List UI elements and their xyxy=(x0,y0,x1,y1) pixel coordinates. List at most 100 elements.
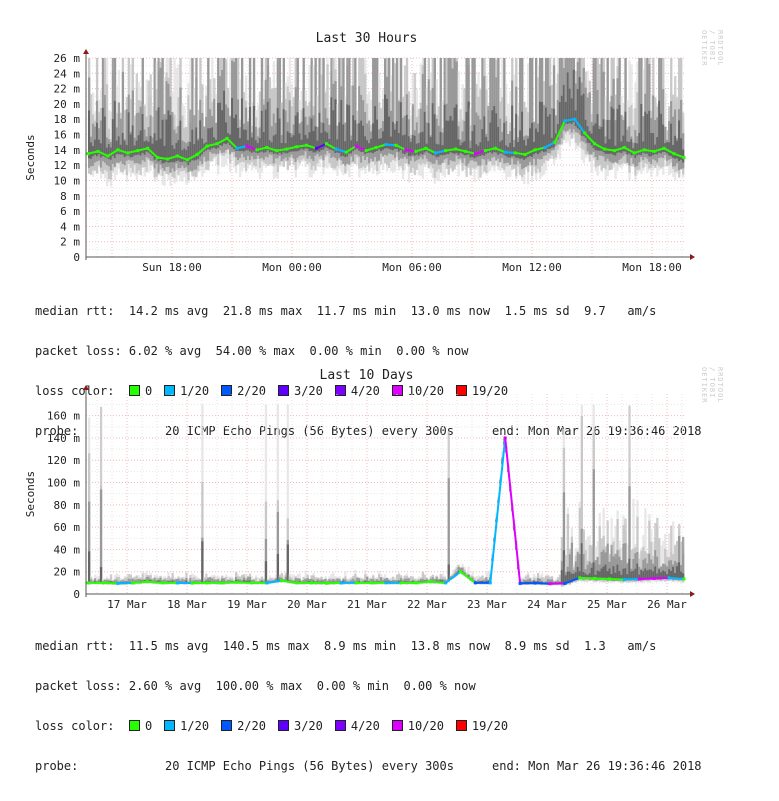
smoke-band xyxy=(515,114,517,158)
loss-color-label: loss color: xyxy=(35,719,114,733)
median-point xyxy=(221,581,224,584)
median-segment xyxy=(133,582,148,583)
smoke-band xyxy=(309,132,311,151)
median-point xyxy=(355,581,358,584)
smoke-band xyxy=(563,550,565,584)
median-segment xyxy=(118,583,133,584)
median-point xyxy=(608,577,611,580)
smoke-band xyxy=(595,123,597,150)
median-point xyxy=(484,149,487,152)
median-point xyxy=(355,145,358,148)
median-segment xyxy=(610,579,625,580)
legend-item: 2/20 xyxy=(221,719,266,733)
y-tick-label: 8 m xyxy=(60,190,80,203)
legend-label: 4/20 xyxy=(351,719,380,733)
smoke-band xyxy=(374,106,376,152)
median-point xyxy=(424,147,427,150)
median-point xyxy=(548,582,551,585)
smoke-band xyxy=(573,70,575,122)
smoke-band xyxy=(654,120,656,160)
median-point xyxy=(186,158,189,161)
smoke-band xyxy=(340,100,342,156)
y-tick-label: 20 m xyxy=(54,98,81,111)
smoke-band xyxy=(432,103,434,155)
watermark: RRDTOOL / TOBI OETIKER xyxy=(700,367,724,404)
median-point xyxy=(504,436,507,439)
smoke-band xyxy=(668,142,670,155)
smoke-band xyxy=(167,110,169,162)
smoke-band xyxy=(217,103,219,148)
median-point xyxy=(365,149,368,152)
median-point xyxy=(638,577,641,580)
y-tick-label: 2 m xyxy=(60,236,80,249)
smoke-band xyxy=(124,141,126,157)
smoke-band xyxy=(672,117,674,167)
median-point xyxy=(489,581,492,584)
legend-label: 10/20 xyxy=(408,719,444,733)
median-point xyxy=(245,145,248,148)
median-point xyxy=(553,141,556,144)
y-tick-label: 18 m xyxy=(54,113,81,126)
median-point xyxy=(519,582,522,585)
smoke-band xyxy=(158,107,160,161)
smoke-band xyxy=(628,559,630,580)
smoke-band xyxy=(193,115,195,169)
median-point xyxy=(429,580,432,583)
smoke-band xyxy=(609,139,611,154)
smoke-band xyxy=(672,145,674,158)
chart-30-hours-plot: 02 m4 m6 m8 m10 m12 m14 m16 m18 m20 m22 … xyxy=(0,0,779,280)
median-point xyxy=(191,582,194,585)
smoke-band xyxy=(523,140,525,160)
legend-label: 2/20 xyxy=(237,719,266,733)
median-point xyxy=(131,581,134,584)
x-tick-label: 26 Mar xyxy=(647,598,687,611)
smoke-band xyxy=(334,99,336,153)
smoke-band xyxy=(231,98,233,147)
smoke-band xyxy=(247,121,249,155)
smoke-band xyxy=(269,140,271,152)
x-tick-label: 25 Mar xyxy=(587,598,627,611)
smoke-band xyxy=(257,143,259,153)
median-point xyxy=(623,578,626,581)
smoke-band xyxy=(436,144,438,157)
smoke-band xyxy=(452,121,454,154)
smoke-band xyxy=(612,109,614,155)
median-point xyxy=(534,148,537,151)
smoke-band xyxy=(187,146,189,165)
smoke-band xyxy=(461,143,463,154)
smoke-band xyxy=(487,141,489,153)
smoke-band xyxy=(330,97,332,150)
smoke-band xyxy=(114,101,116,158)
smoke-band xyxy=(348,105,350,153)
legend-item: 19/20 xyxy=(456,719,508,733)
smoke-band xyxy=(273,136,275,154)
smoke-band xyxy=(291,137,293,151)
smoke-band xyxy=(499,142,501,154)
smoke-band xyxy=(406,115,408,153)
smoke-band xyxy=(249,107,251,152)
median-point xyxy=(454,148,457,151)
median-point xyxy=(385,581,388,584)
median-point xyxy=(504,151,507,154)
smoke-band xyxy=(261,111,263,152)
median-point xyxy=(603,148,606,151)
median-point xyxy=(593,577,596,580)
smoke-band xyxy=(209,128,211,150)
smoke-band xyxy=(444,105,446,155)
median-segment xyxy=(431,582,446,583)
smoke-band xyxy=(267,102,269,150)
smoke-band xyxy=(88,110,90,158)
y-tick-label: 100 m xyxy=(47,477,80,490)
median-point xyxy=(275,149,278,152)
smoke-band xyxy=(350,140,352,153)
smoke-band xyxy=(456,104,458,152)
smoke-band xyxy=(666,142,668,153)
smoke-band xyxy=(324,108,326,154)
smoke-band xyxy=(517,142,519,158)
median-point xyxy=(494,147,497,150)
y-axis-label: Seconds xyxy=(24,134,37,180)
smoke-band xyxy=(293,135,295,151)
median-point xyxy=(146,147,149,150)
